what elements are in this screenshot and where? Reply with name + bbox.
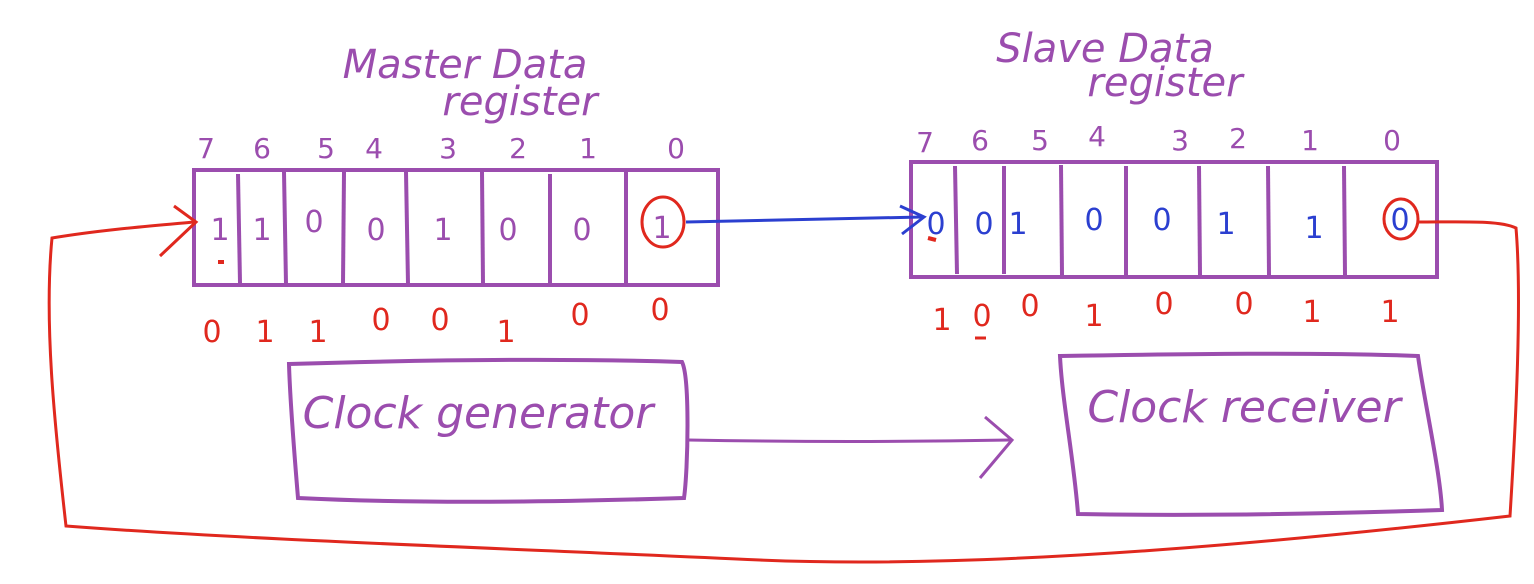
master-bit-0: 1 — [652, 211, 671, 246]
slave-below-5: 0 — [1020, 289, 1039, 324]
slave-index-1: 1 — [1301, 124, 1319, 157]
slave-title-line2: register — [1087, 60, 1245, 106]
master-index-3: 3 — [439, 132, 457, 165]
slave-divider — [1197, 165, 1202, 276]
slave-index-7: 7 — [916, 126, 934, 159]
slave-index-6: 6 — [971, 124, 989, 157]
master-lsb-circle — [640, 195, 686, 249]
slave-index-3: 3 — [1171, 124, 1189, 157]
slave-bit-3: 0 — [1152, 203, 1171, 238]
master-index-0: 0 — [667, 132, 685, 165]
slave-below-6: 0 — [972, 299, 991, 334]
slave-below-0: 1 — [1380, 295, 1399, 330]
clock-receiver: Clock receiver — [1057, 351, 1445, 517]
clock-generator-label: Clock generator — [303, 388, 657, 439]
slave-index-2: 2 — [1229, 122, 1247, 155]
master-register: Master Data register 7 6 5 4 3 2 1 0 1 1… — [192, 42, 720, 350]
slave-index-0: 0 — [1383, 124, 1401, 157]
clock-generator-box — [286, 357, 690, 504]
master-divider — [236, 173, 242, 284]
slave-below-4: 1 — [1084, 299, 1103, 334]
slave-bit7-red-mark — [927, 236, 937, 242]
slave-register: Slave Data register 7 6 5 4 3 2 1 0 0 0 … — [909, 26, 1439, 340]
master-below-6: 1 — [255, 315, 274, 350]
slave-bit-2: 1 — [1216, 207, 1235, 242]
data-arrowhead-blue — [899, 204, 927, 236]
master-divider — [404, 171, 410, 285]
master-to-slave-arrow — [685, 204, 927, 236]
master-title-line2: register — [442, 79, 600, 125]
master-bit-7: 1 — [210, 213, 229, 248]
master-index-6: 6 — [253, 132, 271, 165]
slave-bit-0: 0 — [1390, 203, 1409, 238]
slave-below-2: 0 — [1234, 287, 1253, 322]
clock-receiver-label: Clock receiver — [1087, 382, 1403, 433]
slave-below-3: 0 — [1154, 287, 1173, 322]
master-index-5: 5 — [317, 132, 335, 165]
slave-bit-1: 1 — [1304, 211, 1323, 246]
slave-bit-6: 0 — [974, 207, 993, 242]
master-bit-3: 1 — [433, 213, 452, 248]
slave-divider — [953, 165, 959, 275]
slave-bit-7: 0 — [926, 207, 945, 242]
master-bit-4: 0 — [366, 213, 385, 248]
slave-below-1: 1 — [1302, 295, 1321, 330]
feedback-line-red — [47, 220, 1520, 564]
data-line-blue — [685, 215, 923, 224]
master-bit-6: 1 — [252, 213, 271, 248]
master-below-0: 0 — [650, 293, 669, 328]
slave-index-5: 5 — [1031, 124, 1049, 157]
master-bit-2: 0 — [498, 213, 517, 248]
slave-title-line1: Slave Data — [996, 26, 1214, 72]
master-index-1: 1 — [579, 132, 597, 165]
master-index-4: 4 — [365, 132, 383, 165]
feedback-arrowhead-red — [158, 204, 199, 258]
slave-bit-4: 0 — [1084, 203, 1103, 238]
slave-register-box — [909, 160, 1439, 279]
slave-divider — [1342, 165, 1347, 276]
clock-line — [687, 438, 1011, 443]
master-below-5: 1 — [308, 315, 327, 350]
slave-below-7: 1 — [932, 303, 951, 338]
master-index-2: 2 — [509, 132, 527, 165]
clock-arrowhead — [978, 415, 1015, 479]
master-divider — [282, 171, 288, 285]
master-bit-1: 0 — [572, 213, 591, 248]
clock-receiver-box — [1057, 351, 1445, 517]
slave-divider — [1266, 165, 1271, 276]
master-below-7: 0 — [202, 315, 221, 350]
master-below-1: 0 — [570, 298, 589, 333]
slave-to-master-loop — [47, 204, 1520, 564]
master-below-4: 0 — [371, 303, 390, 338]
master-bit-5: 0 — [304, 205, 323, 240]
slave-bit-5: 1 — [1008, 207, 1027, 242]
master-title-line1: Master Data — [343, 42, 588, 88]
master-below-3: 0 — [430, 303, 449, 338]
master-index-7: 7 — [197, 132, 215, 165]
master-divider — [341, 171, 346, 285]
slave-index-4: 4 — [1088, 120, 1106, 153]
master-divider — [480, 171, 485, 285]
clock-generator: Clock generator — [286, 357, 690, 504]
master-below-2: 1 — [496, 315, 515, 350]
slave-lsb-circle — [1382, 197, 1420, 241]
clock-arrow — [687, 415, 1015, 479]
slave-divider — [1059, 164, 1064, 276]
master-register-box — [192, 168, 720, 287]
